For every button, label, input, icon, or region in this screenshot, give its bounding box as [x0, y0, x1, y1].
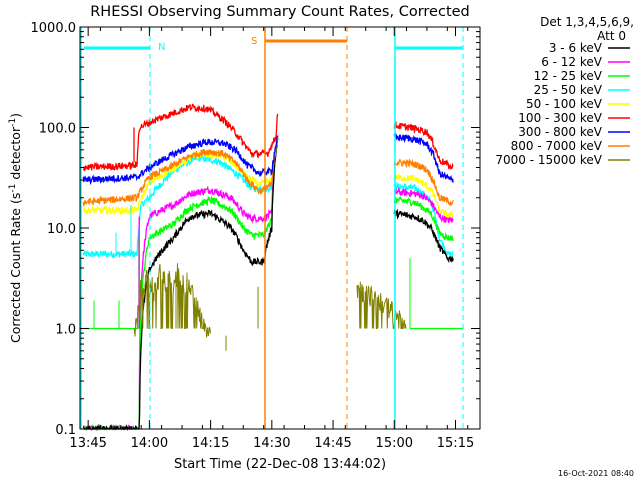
timestamp: 16-Oct-2021 08:40 [558, 469, 634, 478]
x-axis-label: Start Time (22-Dec-08 13:44:02) [174, 457, 386, 472]
series-2-line-b [393, 196, 454, 242]
series-5-line-b [393, 120, 454, 170]
y-tick-label-2: 10.0 [47, 222, 76, 237]
legend-label-3: 25 - 50 keV [534, 83, 603, 97]
x-tick-label-4: 14:45 [314, 436, 351, 451]
series-6-line-b [393, 132, 454, 183]
y-axis: 0.1 1.0 10.0 100.0 1000.0 [31, 21, 480, 438]
y-axis-label-sup2: -1 [8, 118, 18, 127]
y-axis-label: Corrected Count Rate (s-1 detector-1) [8, 113, 23, 343]
legend-header-line2: Att 0 [597, 29, 626, 43]
y-axis-label-mid: detector [8, 126, 23, 184]
legend-label-5: 100 - 300 keV [518, 111, 602, 125]
legend-label-4: 50 - 100 keV [526, 97, 603, 111]
x-tick-label-3: 14:30 [253, 436, 290, 451]
y-tick-label-0: 0.1 [55, 423, 76, 438]
series-5-line [82, 103, 279, 172]
series-1-line-b [393, 186, 454, 223]
x-tick-label-6: 15:15 [437, 436, 474, 451]
x-tick-label-0: 13:45 [69, 436, 106, 451]
y-tick-label-3: 100.0 [39, 122, 76, 137]
y-axis-label-main: Corrected Count Rate (s [8, 193, 23, 343]
legend-label-6: 300 - 800 keV [518, 125, 602, 139]
x-axis: 13:45 14:00 14:15 14:30 14:45 15:00 15:15 [69, 27, 474, 451]
series-0-line-b [393, 208, 454, 264]
series-8-line [133, 263, 211, 338]
x-tick-label-2: 14:15 [192, 436, 229, 451]
series-8-line-b [356, 281, 407, 329]
x-tick-label-1: 14:00 [131, 436, 168, 451]
saa-label: S [251, 36, 257, 47]
legend-label-8: 7000 - 15000 keV [495, 153, 602, 167]
series-6-line [82, 135, 278, 186]
y-tick-label-1: 1.0 [55, 323, 76, 338]
legend-label-1: 6 - 12 keV [541, 55, 603, 69]
y-axis-label-sup: -1 [8, 184, 18, 193]
y-tick-label-4: 1000.0 [31, 21, 77, 36]
series-1-line [82, 135, 279, 432]
plot-area: NS [80, 27, 464, 432]
x-tick-label-5: 15:00 [376, 436, 413, 451]
series-7-line-b [393, 158, 454, 208]
series-layer [82, 103, 463, 432]
series-0-line [82, 137, 279, 432]
series-4-line-b [393, 174, 454, 219]
legend-header-line1: Det 1,3,4,5,6,9, [540, 15, 634, 29]
series-7-line [82, 135, 279, 207]
legend-label-7: 800 - 7000 keV [511, 139, 603, 153]
series-3-line-b [393, 181, 454, 258]
legend-label-2: 12 - 25 keV [534, 69, 603, 83]
night-label: N [158, 42, 165, 53]
marker-layer: NS [80, 27, 464, 429]
y-axis-label-end: ) [8, 113, 23, 118]
legend-label-0: 3 - 6 keV [549, 41, 603, 55]
chart-title: RHESSI Observing Summary Count Rates, Co… [90, 4, 470, 20]
